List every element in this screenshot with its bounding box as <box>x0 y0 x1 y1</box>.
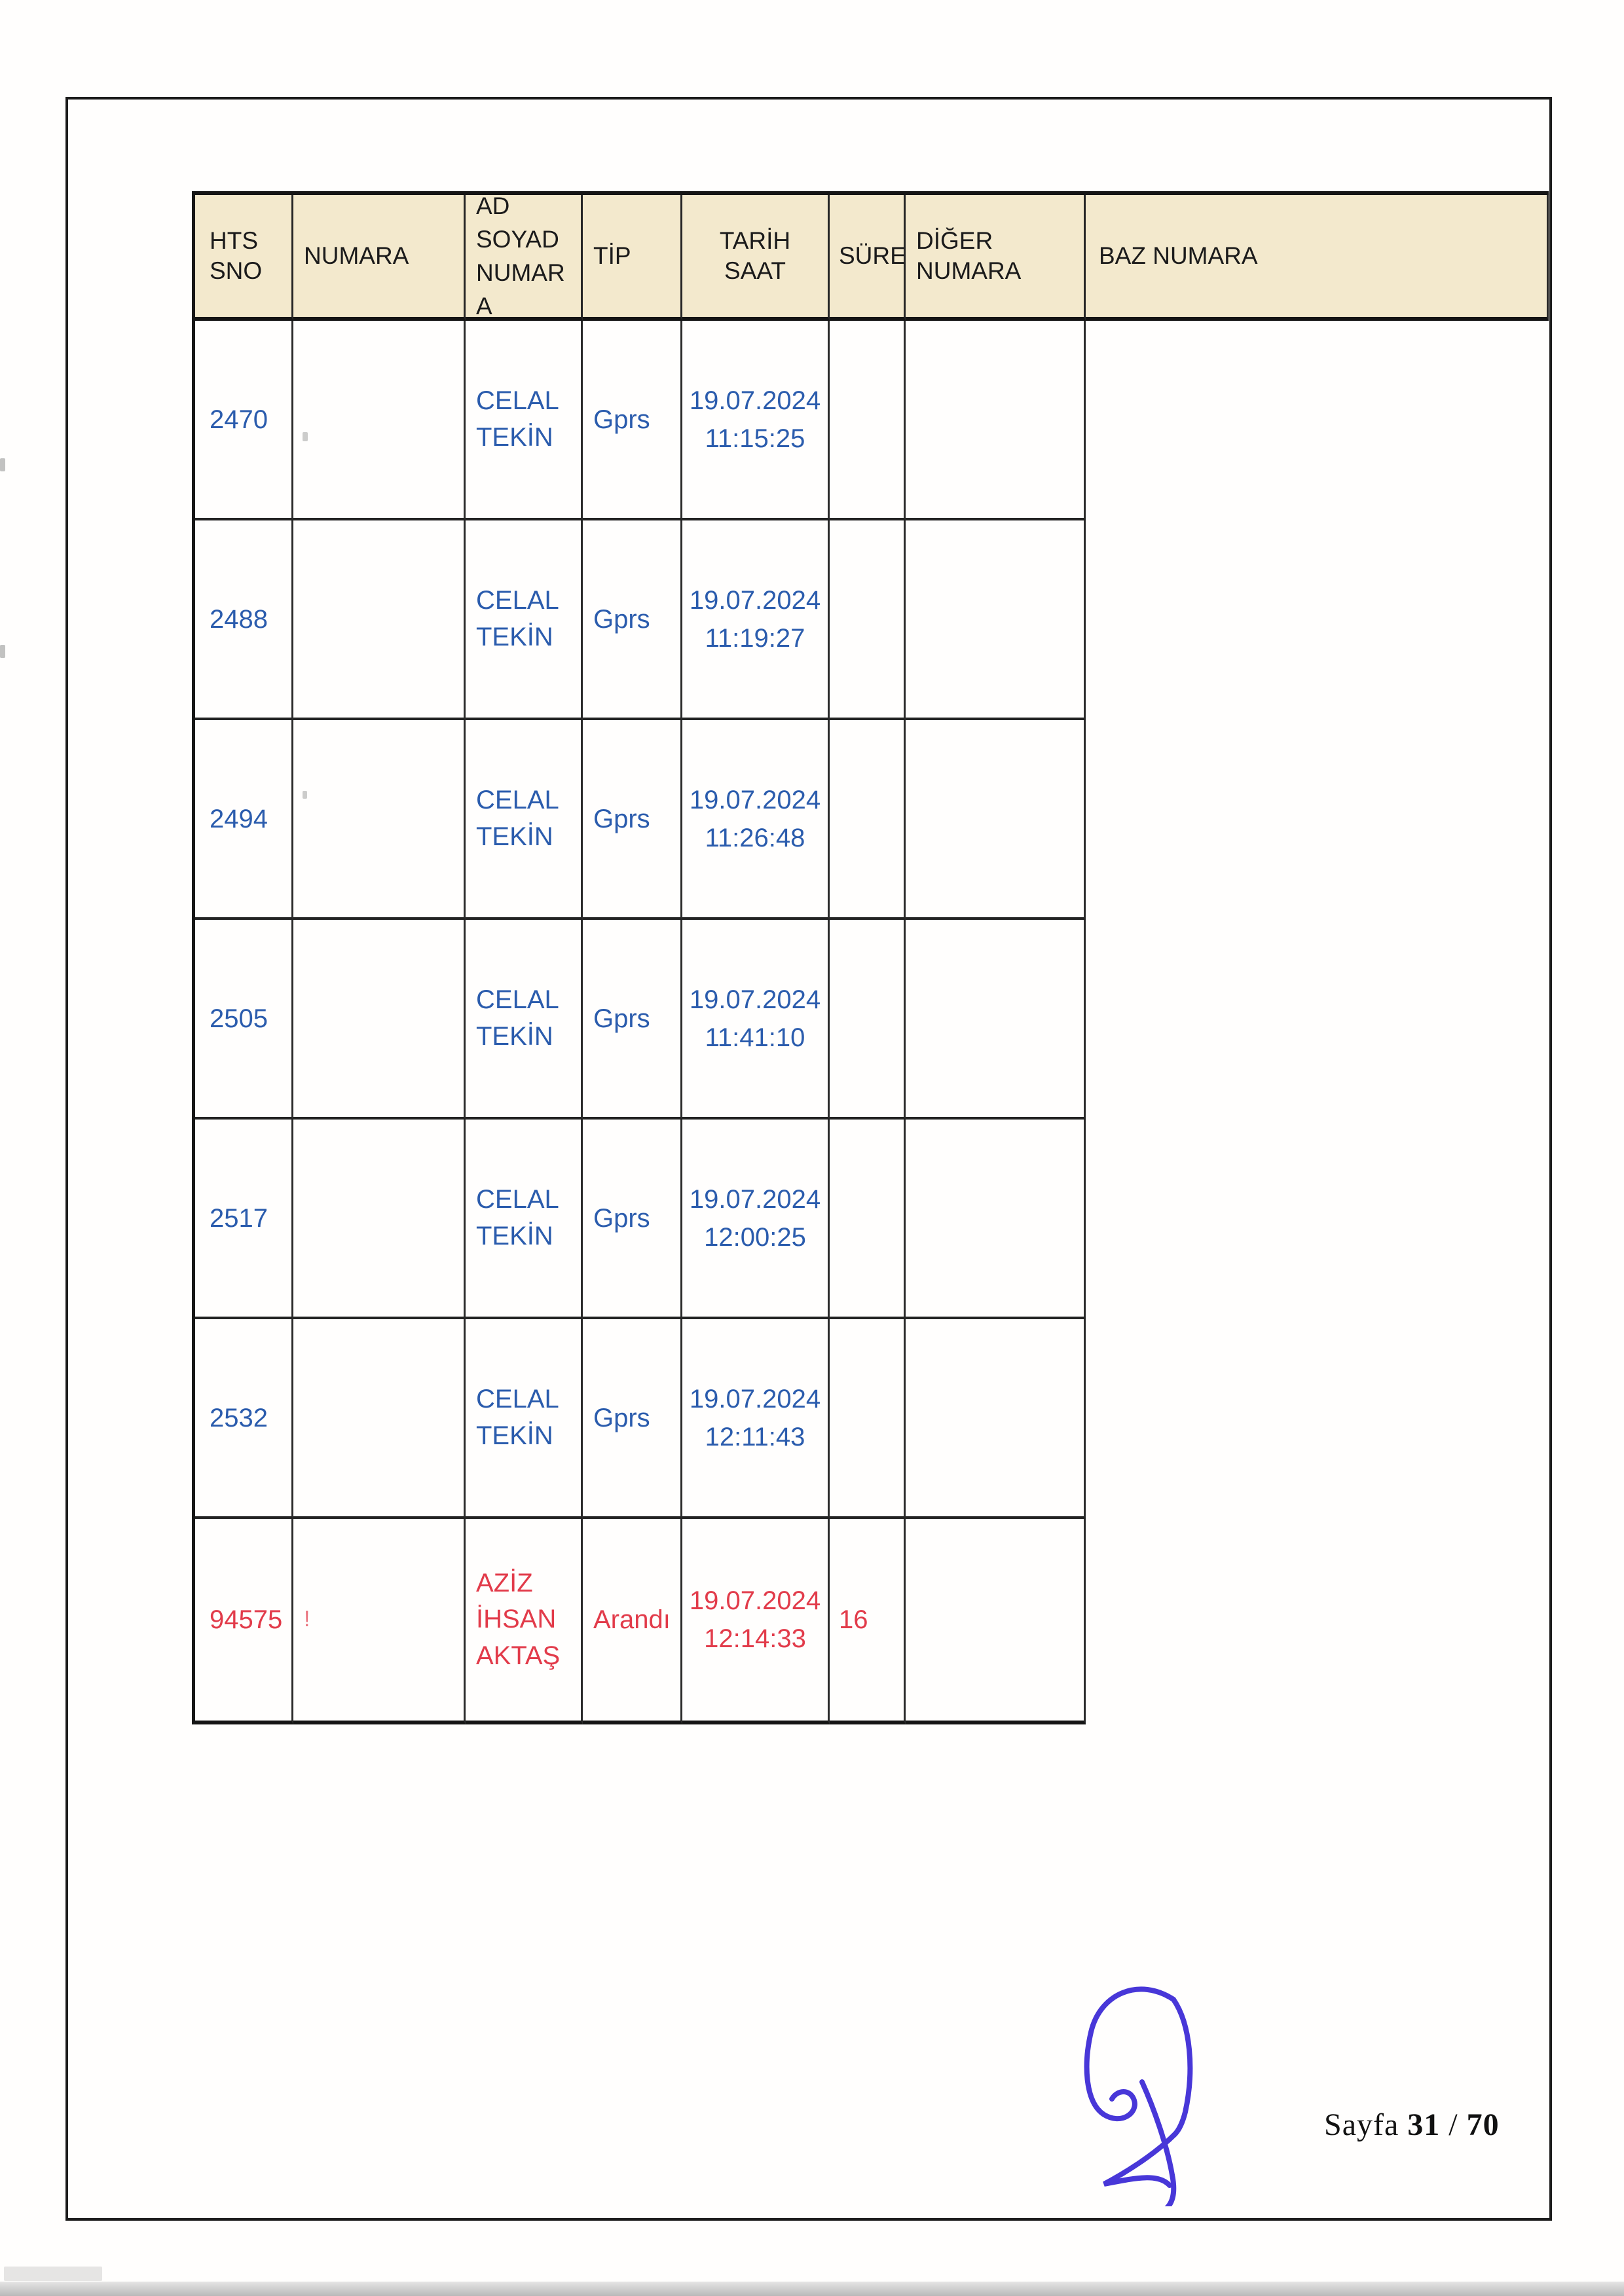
cell-numara <box>293 1120 466 1319</box>
cell-tarih-saat: 19.07.2024 12:11:43 <box>682 1319 830 1519</box>
scan-artifact <box>4 2267 102 2281</box>
cell-baz-numara <box>1086 1319 1549 1519</box>
scan-artifact <box>303 432 308 441</box>
cell-baz-numara <box>1086 720 1549 920</box>
header-hts-sno: HTS SNO <box>195 195 293 321</box>
cell-hts-sno: 94575 <box>195 1519 293 1724</box>
footer-sayfa-label: Sayfa <box>1324 2107 1399 2142</box>
cell-tip: Gprs <box>583 1319 682 1519</box>
cell-diger-numara <box>906 520 1086 720</box>
cell-tarih-saat: 19.07.2024 12:00:25 <box>682 1120 830 1319</box>
footer-separator: / <box>1440 2107 1467 2142</box>
cell-sure: 16 <box>830 1519 906 1724</box>
handwritten-signature <box>1084 1986 1193 2206</box>
cell-sure <box>830 1319 906 1519</box>
page-border <box>65 97 1552 2221</box>
cell-sure <box>830 720 906 920</box>
cell-baz-numara <box>1086 920 1549 1120</box>
cell-tip: Gprs <box>583 920 682 1120</box>
cell-diger-numara <box>906 720 1086 920</box>
cell-sure <box>830 321 906 520</box>
cell-tip: Gprs <box>583 321 682 520</box>
cell-tarih-saat: 19.07.2024 11:19:27 <box>682 520 830 720</box>
scan-edge-shadow <box>0 2282 1624 2296</box>
cell-numara: ! <box>293 1519 466 1724</box>
page-footer: Sayfa 31 / 70 <box>1324 2107 1560 2143</box>
cell-ad-soyad: CELAL TEKİN <box>466 321 583 520</box>
cell-sure <box>830 920 906 1120</box>
cell-tip: Arandı <box>583 1519 682 1724</box>
header-numara: NUMARA <box>293 195 466 321</box>
scan-artifact <box>0 645 5 658</box>
cell-tip: Gprs <box>583 520 682 720</box>
header-diger-numara: DİĞER NUMARA <box>906 195 1086 321</box>
cell-ad-soyad: CELAL TEKİN <box>466 1319 583 1519</box>
cell-ad-soyad: CELAL TEKİN <box>466 920 583 1120</box>
cell-numara <box>293 720 466 920</box>
cell-hts-sno: 2532 <box>195 1319 293 1519</box>
header-sure: SÜRE <box>830 195 906 321</box>
cell-tarih-saat: 19.07.2024 11:15:25 <box>682 321 830 520</box>
header-ad-soyad-numara: AD SOYAD NUMAR A <box>466 195 583 321</box>
cell-ad-soyad: CELAL TEKİN <box>466 1120 583 1319</box>
cell-numara <box>293 520 466 720</box>
cell-baz-numara <box>1086 520 1549 720</box>
redaction-mark: ! <box>304 1607 310 1632</box>
footer-page-number: 31 <box>1407 2107 1441 2142</box>
header-tarih-saat: TARİH SAAT <box>682 195 830 321</box>
cell-ad-soyad: CELAL TEKİN <box>466 520 583 720</box>
cell-hts-sno: 2470 <box>195 321 293 520</box>
cell-diger-numara <box>906 920 1086 1120</box>
hts-records-table: HTS SNO NUMARA AD SOYAD NUMAR A TİP TARİ… <box>192 191 1549 1724</box>
cell-tarih-saat: 19.07.2024 11:26:48 <box>682 720 830 920</box>
scan-artifact <box>0 458 5 471</box>
cell-diger-numara <box>906 321 1086 520</box>
cell-sure <box>830 1120 906 1319</box>
cell-diger-numara <box>906 1519 1086 1724</box>
cell-tip: Gprs <box>583 720 682 920</box>
cell-tip: Gprs <box>583 1120 682 1319</box>
cell-baz-numara <box>1086 1519 1549 1724</box>
cell-numara <box>293 1319 466 1519</box>
cell-hts-sno: 2505 <box>195 920 293 1120</box>
cell-ad-soyad: CELAL TEKİN <box>466 720 583 920</box>
cell-numara <box>293 920 466 1120</box>
footer-page-total: 70 <box>1466 2107 1500 2142</box>
cell-tarih-saat: 19.07.2024 12:14:33 <box>682 1519 830 1724</box>
cell-numara <box>293 321 466 520</box>
cell-hts-sno: 2494 <box>195 720 293 920</box>
cell-baz-numara <box>1086 321 1549 520</box>
cell-baz-numara <box>1086 1120 1549 1319</box>
header-tip: TİP <box>583 195 682 321</box>
cell-diger-numara <box>906 1120 1086 1319</box>
cell-hts-sno: 2488 <box>195 520 293 720</box>
cell-sure <box>830 520 906 720</box>
cell-tarih-saat: 19.07.2024 11:41:10 <box>682 920 830 1120</box>
cell-diger-numara <box>906 1319 1086 1519</box>
header-baz-numara: BAZ NUMARA <box>1086 195 1549 321</box>
scan-artifact <box>303 791 307 799</box>
cell-hts-sno: 2517 <box>195 1120 293 1319</box>
cell-ad-soyad: AZİZ İHSAN AKTAŞ <box>466 1519 583 1724</box>
